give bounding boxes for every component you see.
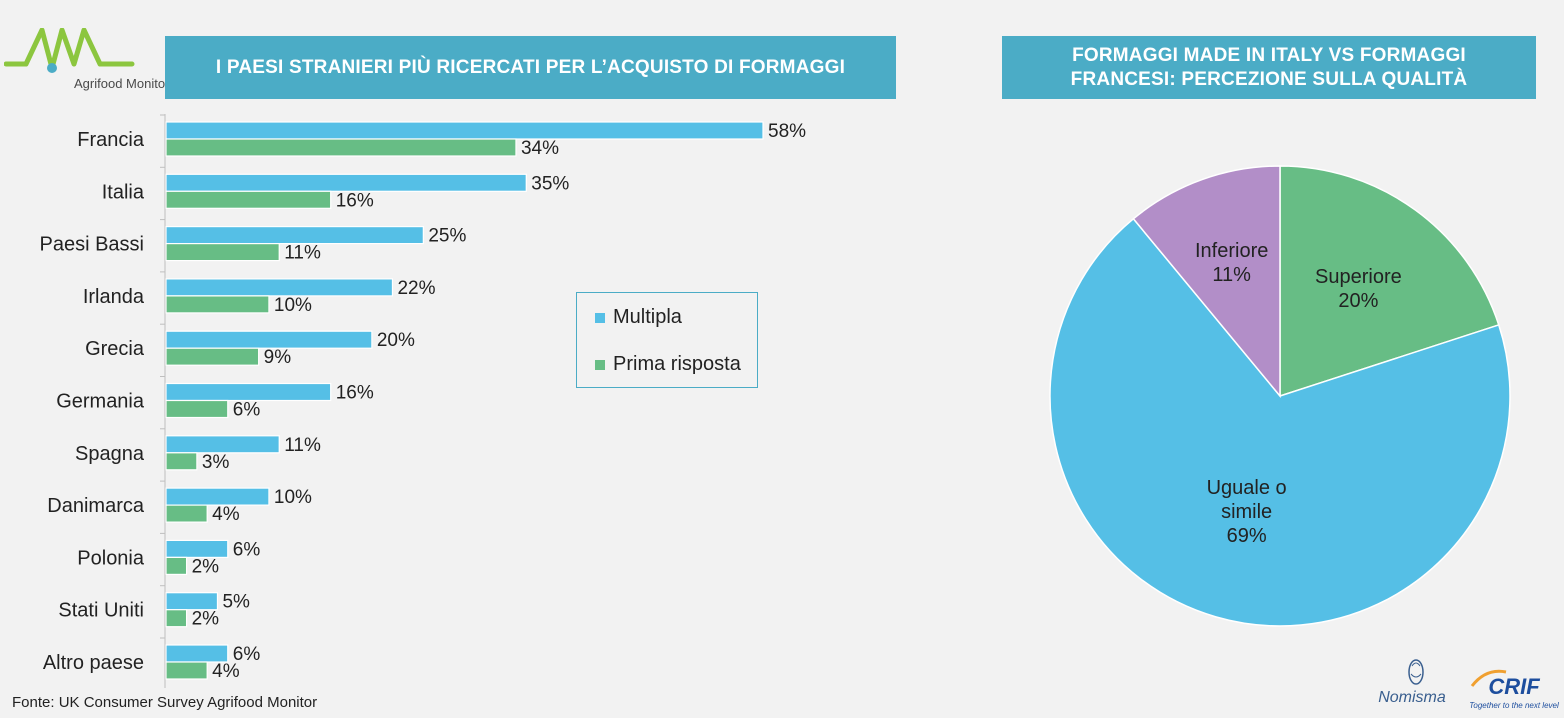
bar-multipla-francia (165, 121, 764, 140)
bar-multipla-grecia (165, 330, 373, 349)
data-label-prima-risposta-altro-paese: 4% (212, 661, 240, 682)
legend-item-prima-risposta: Prima risposta (595, 353, 741, 376)
pie-slice-superiore (1279, 165, 1500, 398)
category-label-grecia: Grecia (85, 338, 145, 360)
bar-chart: Francia 58% 34% Italia 35% 16% Paesi Bassi 25% 1… (40, 114, 806, 688)
bar-multipla-paesi-bassi (165, 225, 424, 245)
bar-prima-risposta-germania (165, 399, 229, 419)
bar-multipla-danimarca (165, 487, 270, 506)
data-label-prima-risposta-polonia: 2% (192, 556, 220, 577)
legend-label-multipla: Multipla (613, 306, 682, 328)
data-label-multipla-germania: 16% (336, 383, 374, 404)
bar-multipla-irlanda (165, 278, 394, 297)
data-label-prima-risposta-paesi-bassi: 11% (284, 243, 321, 264)
data-label-multipla-francia: 58% (768, 121, 806, 142)
legend-label-prima-risposta: Prima risposta (613, 353, 741, 375)
bar-chart-legend: Multipla Prima risposta (576, 292, 758, 388)
category-label-polonia: Polonia (77, 547, 145, 569)
bar-multipla-altro-paese (165, 644, 229, 663)
legend-swatch-prima-risposta (595, 359, 605, 370)
pie-chart-title: FORMAGGI MADE IN ITALY VS FORMAGGI FRANC… (1002, 36, 1536, 99)
category-label-germania: Germania (56, 391, 145, 413)
pie-slice-uguale-o-simile (1049, 217, 1511, 627)
bar-chart-title-text: I PAESI STRANIERI PIÙ RICERCATI PER L’AC… (215, 56, 846, 78)
data-label-multipla-altro-paese: 6% (233, 644, 261, 665)
data-label-multipla-grecia: 20% (377, 330, 415, 351)
bar-multipla-germania (165, 382, 332, 402)
category-label-spagna: Spagna (75, 443, 145, 465)
data-label-prima-risposta-germania: 6% (233, 400, 261, 421)
bar-prima-risposta-stati-uniti (165, 609, 188, 628)
bar-multipla-stati-uniti (165, 592, 219, 611)
data-label-prima-risposta-stati-uniti: 2% (192, 609, 220, 630)
data-label-multipla-paesi-bassi: 25% (428, 226, 466, 247)
agrifood-monitor-logo (4, 28, 135, 73)
data-label-prima-risposta-grecia: 9% (264, 347, 292, 368)
bar-prima-risposta-irlanda (165, 295, 270, 314)
bar-multipla-spagna (165, 435, 280, 454)
legend-swatch-multipla (595, 312, 605, 323)
data-label-prima-risposta-irlanda: 10% (274, 295, 312, 316)
data-label-multipla-irlanda: 22% (397, 278, 435, 299)
data-label-multipla-polonia: 6% (233, 539, 261, 560)
pie-value-label-uguale-o-simile: 69% (1227, 525, 1267, 547)
pie-chart-title-line2: FRANCESI: PERCEZIONE SULLA QUALITÀ (1070, 68, 1468, 90)
nomisma-logo: Nomisma (1378, 659, 1446, 706)
bar-prima-risposta-altro-paese (165, 661, 208, 680)
source-note: Fonte: UK Consumer Survey Agrifood Monit… (12, 694, 318, 711)
category-label-francia: Francia (77, 129, 145, 151)
bar-multipla-polonia (165, 539, 229, 558)
logo-text: Agrifood Monitor (74, 76, 170, 91)
data-label-multipla-stati-uniti: 5% (222, 592, 250, 613)
bar-prima-risposta-danimarca (165, 504, 208, 523)
data-label-multipla-italia: 35% (531, 173, 569, 194)
bar-multipla-italia (165, 173, 527, 192)
category-label-paesi-bassi: Paesi Bassi (40, 234, 145, 256)
crif-tagline: Together to the next level (1469, 701, 1559, 710)
category-label-altro-paese: Altro paese (43, 652, 144, 674)
bar-prima-risposta-spagna (165, 452, 198, 471)
bar-prima-risposta-francia (165, 138, 517, 157)
bar-prima-risposta-polonia (165, 556, 188, 575)
pie-value-label-superiore: 20% (1338, 290, 1378, 312)
data-label-multipla-spagna: 11% (284, 435, 321, 456)
pie-category-label-inferiore-0: Inferiore (1195, 240, 1268, 262)
pie-category-label-superiore-0: Superiore (1315, 266, 1402, 288)
pie-chart-title-line1: FORMAGGI MADE IN ITALY VS FORMAGGI (1072, 44, 1466, 66)
bar-prima-risposta-paesi-bassi (165, 243, 280, 262)
pie-value-label-inferiore: 11% (1212, 264, 1251, 286)
category-label-danimarca: Danimarca (47, 495, 145, 517)
data-label-prima-risposta-italia: 16% (336, 190, 374, 211)
bar-chart-title: I PAESI STRANIERI PIÙ RICERCATI PER L’AC… (165, 36, 896, 99)
legend-item-multipla: Multipla (595, 306, 682, 329)
pie-category-label-uguale-o-simile-0: Uguale o (1207, 477, 1287, 499)
bar-prima-risposta-grecia (165, 347, 260, 366)
category-label-italia: Italia (102, 181, 145, 203)
bar-prima-risposta-italia (165, 190, 332, 209)
category-label-irlanda: Irlanda (83, 286, 145, 308)
pie-category-label-uguale-o-simile-1: simile (1221, 501, 1272, 523)
data-label-prima-risposta-spagna: 3% (202, 452, 230, 473)
data-label-prima-risposta-danimarca: 4% (212, 504, 240, 525)
data-label-multipla-danimarca: 10% (274, 487, 312, 508)
crif-logo: CRIF Together to the next level (1469, 669, 1559, 710)
nomisma-text: Nomisma (1378, 689, 1446, 706)
pie-slice-inferiore (1132, 165, 1281, 399)
category-label-stati-uniti: Stati Uniti (58, 600, 144, 622)
data-label-prima-risposta-francia: 34% (521, 138, 559, 159)
crif-text: CRIF (1488, 674, 1540, 699)
